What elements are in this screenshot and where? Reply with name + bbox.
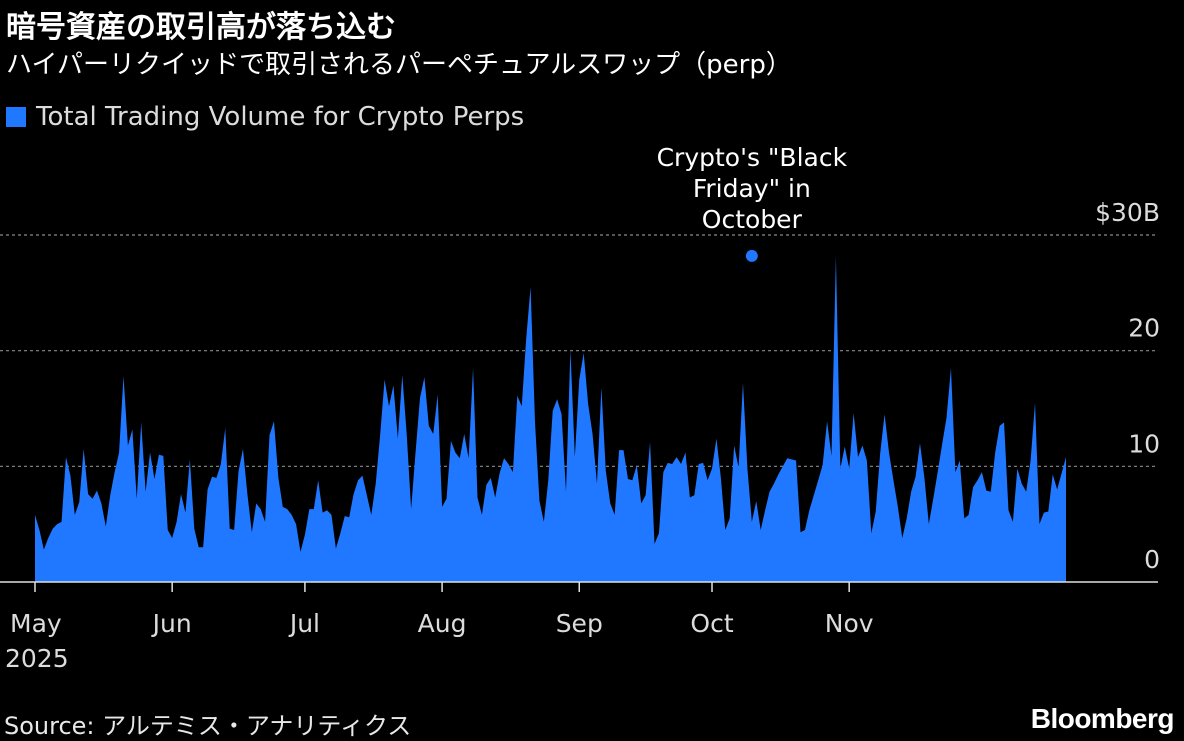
y-tick-label: 0	[1144, 545, 1160, 574]
chart-title: 暗号資産の取引高が落ち込む	[6, 10, 396, 45]
bloomberg-logo: Bloomberg	[1030, 703, 1175, 734]
x-tick-label: Sep	[556, 609, 603, 638]
volume-area	[35, 255, 1066, 582]
annotation-label: Friday" in	[693, 174, 811, 203]
x-tick-label: Nov	[825, 609, 874, 638]
chart-subtitle: ハイパーリクイッドで取引されるパーペチュアルスワップ（perp）	[6, 50, 792, 80]
x-tick-label: May	[10, 609, 62, 638]
source-note: Source: アルテミス・アナリティクス	[4, 712, 412, 740]
annotation-marker	[744, 248, 759, 263]
x-tick-label: Aug	[418, 609, 467, 638]
x-tick-label: Jul	[288, 609, 320, 638]
legend: Total Trading Volume for Crypto Perps	[6, 102, 524, 132]
legend-swatch	[6, 107, 26, 127]
y-tick-label: $30B	[1095, 198, 1160, 227]
x-tick-label: Jun	[151, 609, 192, 638]
annotation-label: October	[702, 205, 803, 234]
y-tick-label: 20	[1128, 314, 1160, 343]
annotation-label: Crypto's "Black	[657, 143, 848, 172]
x-year-label: 2025	[5, 644, 69, 673]
x-tick-label: Oct	[690, 609, 733, 638]
legend-label: Total Trading Volume for Crypto Perps	[36, 102, 525, 132]
y-tick-label: 10	[1128, 429, 1160, 458]
